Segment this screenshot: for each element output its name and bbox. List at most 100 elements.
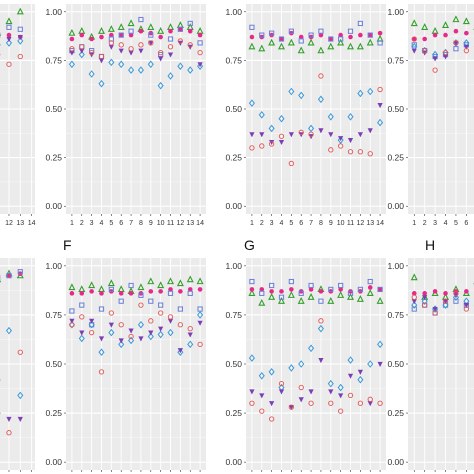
panel-label-h: H	[425, 237, 435, 253]
data-point-open-circle	[442, 298, 449, 304]
y-tick-label: 0.50	[387, 359, 404, 369]
series-triangle_down	[0, 381, 23, 422]
y-tick-label: 0.25	[387, 153, 404, 163]
y-tick-label: 0.75	[45, 55, 62, 65]
data-point-open-circle	[157, 49, 164, 56]
data-point-triangle-up	[337, 38, 345, 46]
data-point-square	[318, 28, 324, 34]
data-point-open-circle	[308, 400, 314, 406]
data-point-open-circle	[79, 44, 85, 50]
series-triangle_down	[69, 40, 203, 68]
panels-layer: 12 13 140.000.250.500.751.001 2 3 4 5 6 7 8 9 10 11 1…	[0, 4, 474, 472]
data-point-circle	[464, 289, 469, 294]
data-point-triangle-down	[259, 132, 265, 138]
data-point-square	[128, 28, 134, 34]
data-point-triangle-down	[197, 62, 203, 68]
data-point-diamond	[147, 332, 154, 341]
data-point-square	[187, 290, 193, 296]
x-tick-label: 12	[5, 220, 13, 227]
data-point-circle	[249, 34, 255, 40]
x-tick-label: 13	[186, 220, 194, 227]
data-point-diamond	[5, 39, 13, 47]
data-point-triangle-down	[463, 44, 469, 50]
series-square	[249, 278, 383, 304]
data-point-open-circle	[108, 310, 115, 316]
data-point-diamond	[157, 330, 164, 339]
data-point-triangle-down	[249, 389, 255, 395]
data-point-open-circle	[138, 42, 144, 48]
data-point-square	[138, 292, 144, 298]
data-point-triangle-down	[347, 138, 354, 144]
data-point-open-circle	[347, 392, 354, 399]
data-point-circle	[118, 32, 124, 38]
x-tick-label: 13	[16, 220, 24, 227]
data-point-square	[17, 269, 23, 275]
x-tick-label: 4	[444, 220, 448, 227]
data-point-open-circle	[138, 302, 144, 308]
data-point-square	[69, 308, 75, 314]
y-tick-label: 0.25	[387, 408, 404, 418]
data-point-triangle-up	[186, 275, 194, 283]
y-tick-label: 1.00	[387, 7, 404, 17]
data-point-diamond	[357, 89, 364, 98]
panel-label-f: F	[63, 237, 72, 253]
data-point-triangle-up	[287, 291, 295, 298]
data-point-diamond	[308, 124, 315, 133]
data-point-circle	[187, 287, 193, 292]
data-point-square	[128, 282, 134, 289]
data-point-open-circle	[249, 400, 255, 406]
data-point-open-circle	[463, 306, 470, 312]
data-point-circle	[367, 285, 373, 290]
data-point-square	[338, 282, 344, 289]
series-square	[69, 16, 203, 60]
data-point-triangle-down	[288, 405, 294, 411]
series-square	[69, 282, 203, 328]
data-point-triangle-down	[148, 40, 154, 46]
x-tick-label: 11	[347, 220, 354, 227]
data-point-triangle-up	[356, 42, 364, 50]
data-point-open-circle	[411, 36, 417, 42]
x-tick-label: 4	[100, 220, 104, 227]
y-tick-label: 0.50	[45, 359, 62, 369]
data-point-circle	[178, 289, 183, 294]
data-point-square	[167, 36, 174, 42]
chart-bottom-left-partial	[0, 258, 35, 472]
data-point-triangle-up	[421, 23, 429, 30]
data-point-triangle-down	[288, 132, 294, 138]
data-point-diamond	[317, 324, 324, 333]
series-open_circle	[411, 290, 470, 316]
x-tick-label: 3	[433, 220, 437, 227]
data-point-square	[367, 278, 373, 285]
data-point-square	[288, 278, 294, 285]
data-point-square	[6, 24, 12, 30]
data-point-diamond	[88, 70, 95, 78]
data-point-open-circle	[442, 49, 449, 56]
data-point-triangle-down	[69, 318, 75, 324]
data-point-open-circle	[98, 53, 105, 60]
data-point-circle	[168, 287, 173, 292]
data-point-diamond	[298, 360, 305, 368]
data-point-triangle-up	[327, 42, 335, 50]
data-point-diamond	[88, 320, 95, 329]
data-point-triangle-down	[138, 336, 144, 342]
data-point-circle	[464, 30, 469, 36]
data-point-open-circle	[328, 400, 334, 406]
data-point-diamond	[177, 62, 184, 71]
data-point-circle	[338, 287, 343, 292]
x-tick-label: 9	[329, 220, 333, 227]
data-point-triangle-down	[453, 40, 459, 46]
data-point-square	[357, 286, 363, 293]
data-point-triangle-down	[6, 416, 12, 422]
data-point-diamond	[421, 297, 428, 305]
data-point-open-circle	[128, 46, 134, 52]
data-point-diamond	[288, 87, 295, 96]
x-tick-label: 6	[464, 220, 468, 227]
data-point-circle	[128, 291, 134, 296]
data-point-triangle-up	[307, 38, 315, 46]
data-point-triangle-up	[16, 7, 24, 15]
data-point-open-circle	[157, 310, 164, 316]
data-point-diamond	[167, 328, 174, 337]
data-point-triangle-down	[259, 393, 265, 399]
panel-label-g: G	[244, 237, 255, 253]
data-point-circle	[69, 291, 75, 296]
